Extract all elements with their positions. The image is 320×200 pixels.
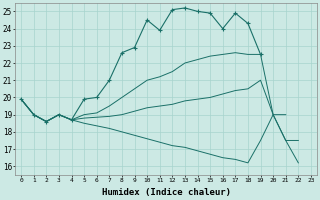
X-axis label: Humidex (Indice chaleur): Humidex (Indice chaleur)	[101, 188, 230, 197]
